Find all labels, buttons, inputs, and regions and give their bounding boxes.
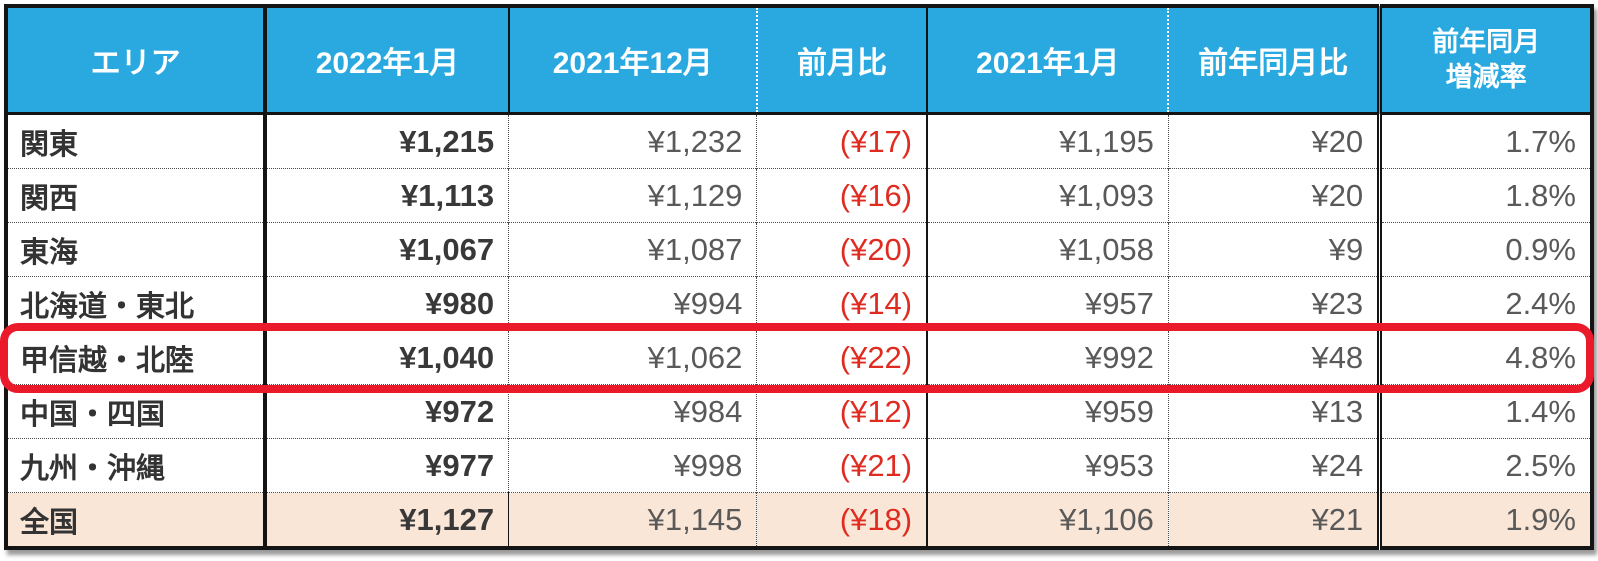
table-cell-mom-diff: (¥21) — [756, 438, 928, 493]
table-cell-jan-2022: ¥977 — [263, 438, 509, 493]
table-header: エリア 2022年1月 2021年12月 前月比 2021年1月 前年同月比 前年同月 増減率 — [6, 6, 1592, 115]
table-cell-dec-2021: ¥1,062 — [508, 330, 757, 385]
table-cell-yoy-rate: 1.9% — [1377, 492, 1592, 548]
header-row: エリア 2022年1月 2021年12月 前月比 2021年1月 前年同月比 前年同月 増減率 — [6, 6, 1592, 115]
table-cell-jan-2021: ¥959 — [926, 384, 1169, 439]
table-row: 関西 ¥1,113 ¥1,129 (¥16) ¥1,093 ¥20 1.8% — [6, 168, 1592, 223]
table-cell-mom-diff: (¥17) — [756, 113, 928, 169]
column-header-area: エリア — [6, 6, 266, 115]
table-cell-yoy-diff: ¥20 — [1167, 168, 1380, 223]
table-row: 九州・沖縄 ¥977 ¥998 (¥21) ¥953 ¥24 2.5% — [6, 438, 1592, 493]
table-cell-yoy-rate: 2.4% — [1377, 276, 1592, 331]
table-cell-mom-diff: (¥22) — [756, 330, 928, 385]
table-cell-jan-2022: ¥1,113 — [263, 168, 509, 223]
table-cell-area: 関東 — [6, 113, 266, 169]
table-cell-area: 甲信越・北陸 — [6, 330, 266, 385]
table-cell-jan-2022: ¥972 — [263, 384, 509, 439]
table-cell-yoy-diff: ¥9 — [1167, 222, 1380, 277]
table-row-total: 全国 ¥1,127 ¥1,145 (¥18) ¥1,106 ¥21 1.9% — [6, 492, 1592, 548]
table-cell-yoy-rate: 1.8% — [1377, 168, 1592, 223]
table-cell-dec-2021: ¥994 — [508, 276, 757, 331]
table-cell-dec-2021: ¥998 — [508, 438, 757, 493]
table-cell-dec-2021: ¥984 — [508, 384, 757, 439]
table-cell-jan-2022: ¥1,040 — [263, 330, 509, 385]
table-cell-area: 中国・四国 — [6, 384, 266, 439]
column-header-line: 増減率 — [1445, 62, 1527, 92]
table-cell-mom-diff: (¥12) — [756, 384, 928, 439]
table-cell-dec-2021: ¥1,232 — [508, 113, 757, 169]
table-cell-jan-2022: ¥1,067 — [263, 222, 509, 277]
table-cell-dec-2021: ¥1,145 — [508, 492, 757, 548]
column-header-yoy-diff: 前年同月比 — [1167, 6, 1380, 115]
table-cell-yoy-rate: 2.5% — [1377, 438, 1592, 493]
table-cell-dec-2021: ¥1,129 — [508, 168, 757, 223]
table-cell-yoy-diff: ¥20 — [1167, 113, 1380, 169]
table-cell-mom-diff: (¥18) — [756, 492, 928, 548]
table-row: 東海 ¥1,067 ¥1,087 (¥20) ¥1,058 ¥9 0.9% — [6, 222, 1592, 277]
table-cell-yoy-rate: 1.7% — [1377, 113, 1592, 169]
table-cell-jan-2022: ¥980 — [263, 276, 509, 331]
table-row: 甲信越・北陸 ¥1,040 ¥1,062 (¥22) ¥992 ¥48 4.8% — [6, 330, 1592, 385]
table-cell-jan-2021: ¥1,093 — [926, 168, 1169, 223]
table-row: 北海道・東北 ¥980 ¥994 (¥14) ¥957 ¥23 2.4% — [6, 276, 1592, 331]
table-cell-dec-2021: ¥1,087 — [508, 222, 757, 277]
table-body: 関東 ¥1,215 ¥1,232 (¥17) ¥1,195 ¥20 1.7% 関西 ¥1,113… — [6, 113, 1592, 548]
table-cell-area: 関西 — [6, 168, 266, 223]
table-cell-jan-2021: ¥957 — [926, 276, 1169, 331]
table-cell-jan-2022: ¥1,127 — [263, 492, 509, 548]
table-row: 関東 ¥1,215 ¥1,232 (¥17) ¥1,195 ¥20 1.7% — [6, 113, 1592, 169]
table-cell-yoy-diff: ¥21 — [1167, 492, 1380, 548]
table-cell-jan-2021: ¥1,195 — [926, 113, 1169, 169]
table-cell-yoy-diff: ¥24 — [1167, 438, 1380, 493]
table-cell-yoy-diff: ¥23 — [1167, 276, 1380, 331]
table-cell-jan-2021: ¥992 — [926, 330, 1169, 385]
table-cell-yoy-diff: ¥48 — [1167, 330, 1380, 385]
table-cell-mom-diff: (¥20) — [756, 222, 928, 277]
table-cell-yoy-rate: 0.9% — [1377, 222, 1592, 277]
column-header-jan-2021: 2021年1月 — [926, 6, 1169, 115]
column-header-line: 前年同月 — [1432, 26, 1541, 57]
table-cell-jan-2021: ¥1,058 — [926, 222, 1169, 277]
table-cell-mom-diff: (¥14) — [756, 276, 928, 331]
table-cell-area: 全国 — [6, 492, 266, 548]
regional-price-table: エリア 2022年1月 2021年12月 前月比 2021年1月 前年同月比 前年同月 増減率… — [4, 4, 1594, 550]
table-cell-area: 九州・沖縄 — [6, 438, 266, 493]
table-cell-jan-2021: ¥1,106 — [926, 492, 1169, 548]
column-header-yoy-rate: 前年同月 増減率 — [1377, 6, 1592, 115]
table-cell-jan-2021: ¥953 — [926, 438, 1169, 493]
table-cell-yoy-diff: ¥13 — [1167, 384, 1380, 439]
column-header-jan-2022: 2022年1月 — [263, 6, 509, 115]
table-cell-area: 東海 — [6, 222, 266, 277]
column-header-mom-diff: 前月比 — [755, 6, 928, 115]
table-cell-jan-2022: ¥1,215 — [263, 113, 509, 169]
table-cell-mom-diff: (¥16) — [756, 168, 928, 223]
table-row: 中国・四国 ¥972 ¥984 (¥12) ¥959 ¥13 1.4% — [6, 384, 1592, 439]
table-cell-yoy-rate: 1.4% — [1377, 384, 1592, 439]
table-cell-area: 北海道・東北 — [6, 276, 266, 331]
column-header-dec-2021: 2021年12月 — [507, 6, 757, 115]
table-cell-yoy-rate: 4.8% — [1377, 330, 1592, 385]
